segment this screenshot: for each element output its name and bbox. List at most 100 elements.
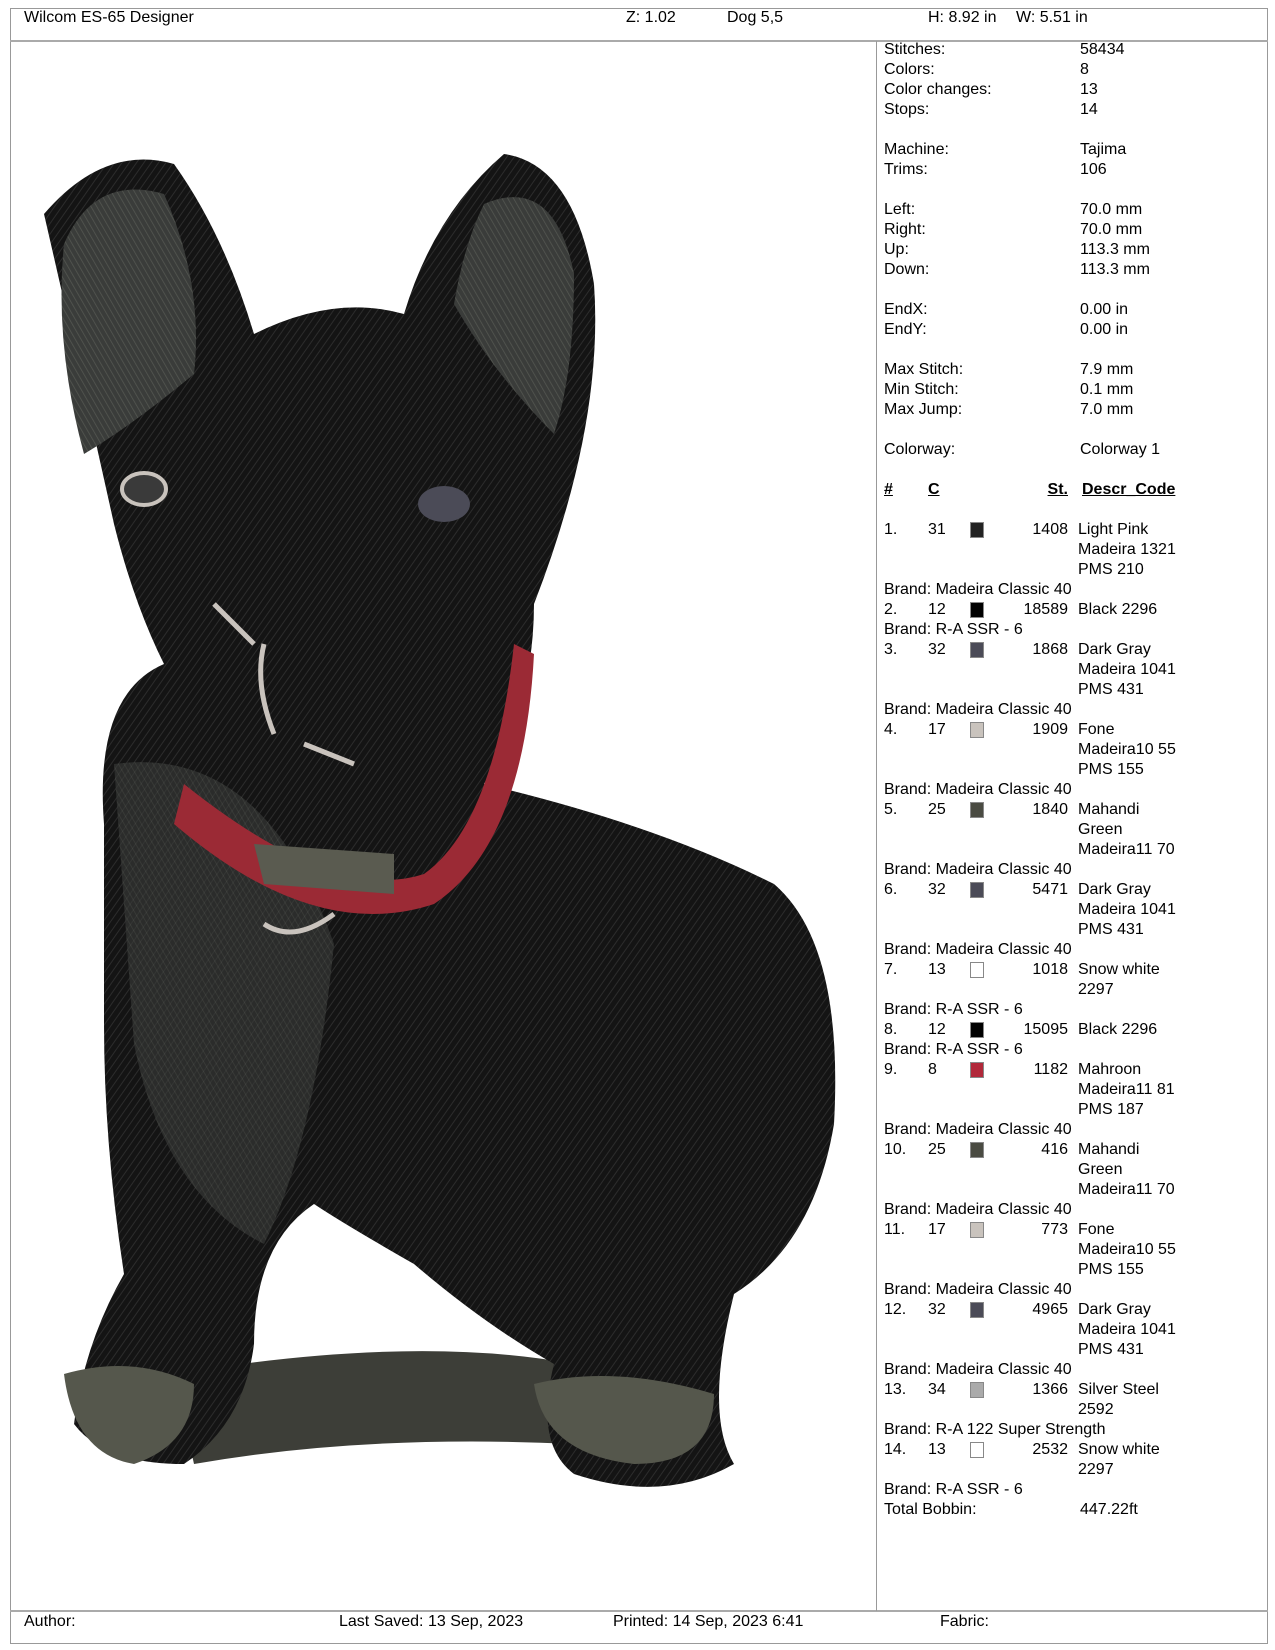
color-code: 32 bbox=[928, 1301, 946, 1318]
stat-label: Max Stitch: bbox=[884, 361, 964, 378]
color-stitches: 1366 bbox=[1032, 1381, 1068, 1398]
col-header-num: # bbox=[884, 481, 893, 498]
color-num: 8. bbox=[884, 1021, 898, 1038]
color-description: 2592 bbox=[1078, 1401, 1114, 1418]
color-description: PMS 210 bbox=[1078, 561, 1144, 578]
color-stitches: 1868 bbox=[1032, 641, 1068, 658]
color-swatch bbox=[970, 722, 984, 738]
color-num: 11. bbox=[884, 1221, 906, 1238]
stat-value: 7.0 mm bbox=[1080, 401, 1134, 418]
color-num: 13. bbox=[884, 1381, 907, 1398]
design-width: W: 5.51 in bbox=[1016, 9, 1088, 26]
color-description: Mahandi bbox=[1078, 1141, 1140, 1158]
footer-divider bbox=[10, 1610, 1268, 1612]
stat-label: Left: bbox=[884, 201, 916, 218]
right-ear-inner bbox=[454, 197, 574, 434]
color-num: 14. bbox=[884, 1441, 907, 1458]
design-height: H: 8.92 in bbox=[928, 9, 997, 26]
color-description: Madeira11 81 bbox=[1078, 1081, 1175, 1098]
color-description: PMS 431 bbox=[1078, 1341, 1144, 1358]
color-description: Black 2296 bbox=[1078, 1021, 1158, 1038]
header-divider bbox=[10, 40, 1268, 42]
color-brand: Brand: Madeira Classic 40 bbox=[884, 1121, 1072, 1138]
color-description: Snow white bbox=[1078, 1441, 1160, 1458]
printed-date: Printed: 14 Sep, 2023 6:41 bbox=[613, 1613, 804, 1630]
color-description: PMS 431 bbox=[1078, 681, 1144, 698]
whisker-highlights bbox=[212, 602, 355, 935]
color-num: 3. bbox=[884, 641, 898, 658]
color-description: Madeira10 55 bbox=[1078, 1241, 1176, 1258]
color-description: 2297 bbox=[1078, 1461, 1114, 1478]
stat-label: Right: bbox=[884, 221, 926, 238]
stat-value: 13 bbox=[1080, 81, 1098, 98]
color-description: PMS 155 bbox=[1078, 1261, 1144, 1278]
stat-value: 8 bbox=[1080, 61, 1089, 78]
stat-label: Color changes: bbox=[884, 81, 992, 98]
color-stitches: 773 bbox=[1041, 1221, 1068, 1238]
color-code: 13 bbox=[928, 961, 946, 978]
color-description: Fone bbox=[1078, 1221, 1115, 1238]
stat-label: Stitches: bbox=[884, 41, 946, 58]
color-brand: Brand: R-A SSR - 6 bbox=[884, 621, 1023, 638]
color-swatch bbox=[970, 1142, 984, 1158]
color-description: Green bbox=[1078, 821, 1123, 838]
dog-shadow bbox=[174, 1351, 574, 1464]
color-code: 34 bbox=[928, 1381, 946, 1398]
color-description: Madeira 1041 bbox=[1078, 901, 1176, 918]
color-stitches: 1408 bbox=[1032, 521, 1068, 538]
stat-value: 0.00 in bbox=[1080, 301, 1129, 318]
stat-value: 0.1 mm bbox=[1080, 381, 1134, 398]
color-swatch bbox=[970, 802, 984, 818]
app-title: Wilcom ES-65 Designer bbox=[24, 9, 194, 26]
color-brand: Brand: R-A SSR - 6 bbox=[884, 1001, 1023, 1018]
color-swatch bbox=[970, 1022, 984, 1038]
color-code: 17 bbox=[928, 721, 946, 738]
color-description: Mahroon bbox=[1078, 1061, 1142, 1078]
stat-value: 70.0 mm bbox=[1080, 201, 1143, 218]
color-description: Snow white bbox=[1078, 961, 1160, 978]
color-swatch bbox=[970, 522, 984, 538]
color-code: 8 bbox=[928, 1061, 937, 1078]
stat-value: 106 bbox=[1080, 161, 1107, 178]
color-brand: Brand: Madeira Classic 40 bbox=[884, 581, 1072, 598]
author: Author: bbox=[24, 1613, 76, 1630]
stat-value: 14 bbox=[1080, 101, 1098, 118]
color-num: 4. bbox=[884, 721, 898, 738]
front-left-paw bbox=[64, 1366, 194, 1464]
color-stitches: 416 bbox=[1041, 1141, 1068, 1158]
color-description: Madeira 1041 bbox=[1078, 661, 1176, 678]
color-description: PMS 431 bbox=[1078, 921, 1144, 938]
color-description: 2297 bbox=[1078, 981, 1114, 998]
col-header-stitches: St. bbox=[1047, 481, 1068, 498]
worksheet-frame bbox=[10, 8, 1268, 1644]
color-code: 17 bbox=[928, 1221, 946, 1238]
stat-label: Colorway: bbox=[884, 441, 956, 458]
color-num: 1. bbox=[884, 521, 898, 538]
color-code: 12 bbox=[928, 601, 946, 618]
color-brand: Brand: Madeira Classic 40 bbox=[884, 1361, 1072, 1378]
color-description: Green bbox=[1078, 1161, 1123, 1178]
color-stitches: 18589 bbox=[1023, 601, 1069, 618]
color-code: 32 bbox=[928, 881, 946, 898]
color-description: Madeira11 70 bbox=[1078, 1181, 1175, 1198]
color-stitches: 1018 bbox=[1032, 961, 1068, 978]
col-header-code: C bbox=[928, 481, 940, 498]
color-swatch bbox=[970, 882, 984, 898]
color-stitches: 2532 bbox=[1032, 1441, 1068, 1458]
stat-value: 0.00 in bbox=[1080, 321, 1129, 338]
stat-label: Machine: bbox=[884, 141, 949, 158]
stat-value: 113.3 mm bbox=[1080, 261, 1150, 278]
color-stitches: 1909 bbox=[1032, 721, 1068, 738]
color-description: Silver Steel bbox=[1078, 1381, 1159, 1398]
stat-value: Tajima bbox=[1080, 141, 1127, 158]
color-brand: Brand: Madeira Classic 40 bbox=[884, 781, 1072, 798]
stat-value: 70.0 mm bbox=[1080, 221, 1143, 238]
stat-value: 7.9 mm bbox=[1080, 361, 1134, 378]
color-description: Black 2296 bbox=[1078, 601, 1158, 618]
color-stitches: 15095 bbox=[1023, 1021, 1069, 1038]
stat-value: 58434 bbox=[1080, 41, 1125, 58]
stat-label: Up: bbox=[884, 241, 909, 258]
color-description: Madeira 1321 bbox=[1078, 541, 1176, 558]
color-description: Madeira11 70 bbox=[1078, 841, 1175, 858]
color-description: Dark Gray bbox=[1078, 1301, 1151, 1318]
